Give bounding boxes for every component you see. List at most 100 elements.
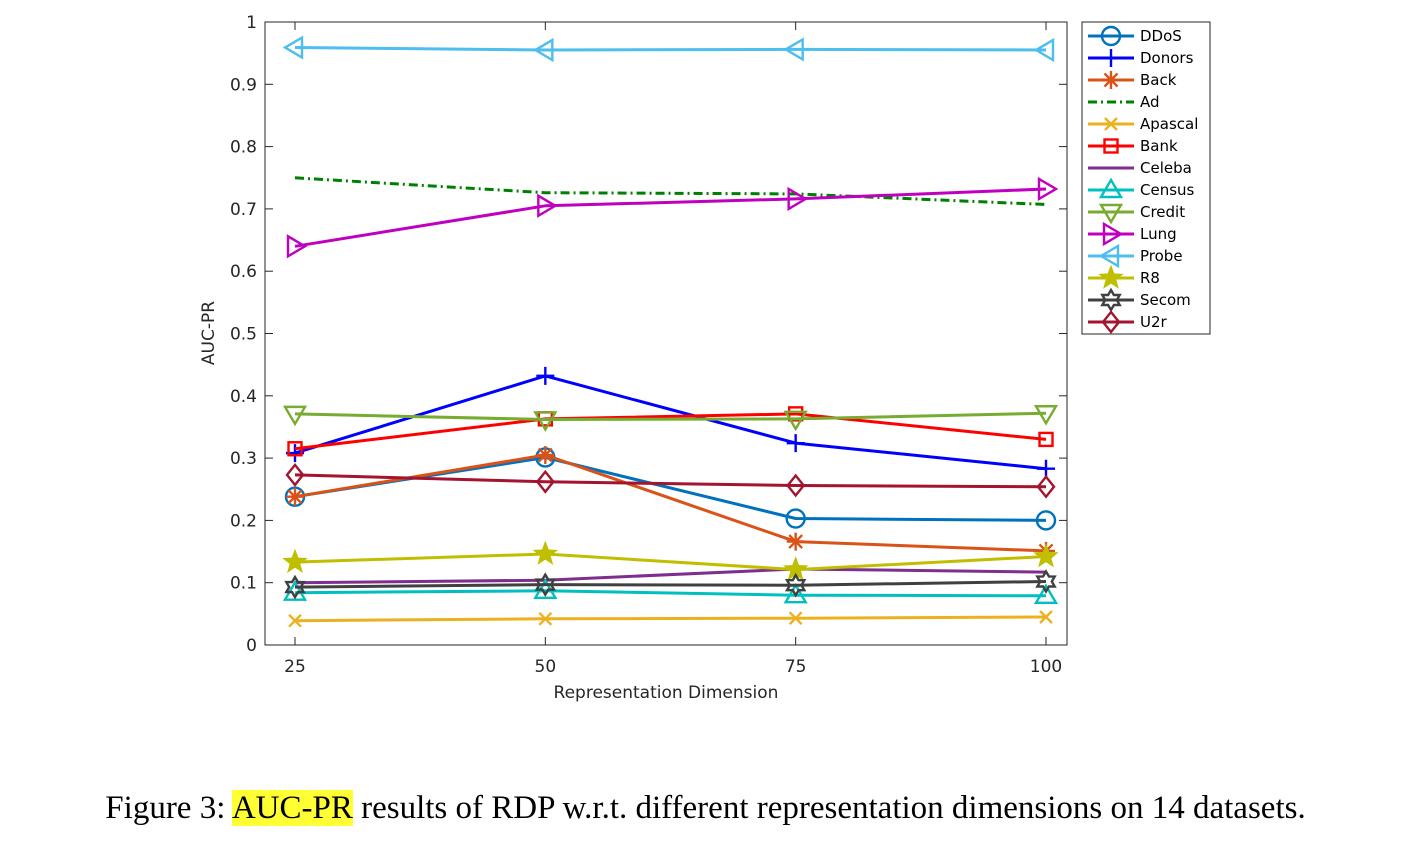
y-axis-label: AUC-PR — [199, 301, 219, 365]
legend-marker — [1102, 49, 1120, 67]
data-point-apascal — [288, 613, 302, 628]
data-point-u2r — [1036, 474, 1056, 499]
series-line-r8 — [294, 552, 1047, 572]
legend-label: R8 — [1140, 269, 1160, 287]
data-point-donors — [536, 366, 555, 385]
x-tick-label: 25 — [284, 657, 306, 677]
series-lung — [286, 176, 1059, 259]
series-probe — [282, 35, 1055, 63]
y-tick-label: 0.7 — [230, 200, 257, 220]
data-point-lung — [787, 186, 809, 212]
data-point-secom — [284, 574, 306, 600]
series-back — [286, 445, 1055, 560]
data-point-secom — [784, 572, 807, 598]
data-point-secom — [534, 572, 557, 597]
series-u2r — [285, 463, 1056, 499]
series-line-back — [294, 453, 1047, 553]
axes — [264, 21, 1068, 646]
legend-label: Back — [1140, 71, 1177, 89]
series-line-donors — [294, 374, 1047, 471]
legend-marker — [1101, 310, 1121, 334]
legend-marker — [1102, 221, 1124, 247]
legend-label: Apascal — [1140, 115, 1198, 133]
series-lines — [282, 35, 1059, 628]
x-tick-label: 100 — [1030, 657, 1062, 677]
series-line-ddos — [294, 456, 1047, 522]
figure-caption: Figure 3: AUC-PR results of RDP w.r.t. d… — [0, 790, 1411, 827]
legend-label: Probe — [1140, 247, 1183, 265]
legend-marker — [1103, 138, 1119, 154]
series-line-lung — [294, 187, 1047, 248]
legend-entry: Apascal — [1088, 115, 1198, 133]
legend-marker — [1098, 264, 1124, 289]
data-point-probe — [1033, 37, 1055, 63]
legend: DDoS Donors Back Ad Apascal Bank Celeba Census C… — [1081, 21, 1211, 335]
data-point-donors — [786, 434, 805, 453]
legend-marker — [1104, 117, 1118, 131]
data-point-apascal — [538, 611, 553, 626]
legend-entry: R8 — [1088, 264, 1160, 289]
data-point-back — [786, 532, 805, 551]
legend-entry: Ad — [1088, 93, 1160, 111]
data-point-credit — [282, 405, 308, 427]
y-tick-label: 0.6 — [230, 262, 257, 282]
data-point-ddos — [1035, 510, 1057, 531]
data-point-u2r — [786, 473, 806, 498]
data-point-lung — [537, 193, 558, 218]
legend-label: U2r — [1140, 313, 1168, 331]
caption-rest: results of RDP w.r.t. different represen… — [352, 790, 1306, 826]
data-point-bank — [1038, 431, 1054, 448]
legend-entry: Bank — [1088, 137, 1178, 155]
data-point-census — [1033, 583, 1059, 604]
legend-label: Ad — [1140, 93, 1160, 111]
legend-marker — [1098, 243, 1120, 269]
data-point-r8 — [532, 540, 559, 565]
series-apascal — [288, 610, 1053, 628]
legend-entry: Credit — [1088, 203, 1185, 225]
legend-label: Celeba — [1140, 159, 1192, 177]
y-tick-label: 0.8 — [230, 138, 257, 158]
data-point-r8 — [282, 548, 308, 573]
y-tick-label: 1 — [246, 13, 257, 33]
legend-label: Bank — [1140, 137, 1178, 155]
y-tick-label: 0.4 — [230, 387, 257, 407]
legend-entry: Census — [1088, 177, 1195, 199]
data-point-credit — [533, 411, 558, 432]
legend-label: Donors — [1140, 49, 1194, 67]
legend-label: Secom — [1140, 291, 1191, 309]
data-point-lung — [1037, 176, 1059, 202]
legend-entry: Secom — [1088, 287, 1191, 313]
data-point-probe — [783, 37, 804, 62]
data-point-apascal — [1039, 610, 1053, 624]
legend-entry: DDoS — [1088, 25, 1182, 47]
legend-label: Credit — [1140, 203, 1185, 221]
y-tick-label: 0.2 — [230, 511, 257, 531]
series-line-bank — [294, 412, 1047, 451]
caption-highlight: AUC-PR — [231, 790, 353, 826]
axis-ticks: 0 0.1 0.2 0.3 0.4 0.5 0.6 0.7 0.8 0.9 1 25 50 75 100 — [230, 13, 1067, 677]
series-r8 — [282, 540, 1059, 581]
series-line-celeba — [294, 567, 1047, 585]
series-line-secom — [294, 580, 1047, 589]
series-line-ad — [294, 176, 1047, 206]
y-tick-label: 0.1 — [230, 574, 257, 594]
y-tick-label: 0.3 — [230, 449, 257, 469]
data-point-u2r — [535, 469, 555, 494]
data-point-probe — [532, 37, 554, 63]
data-point-census — [783, 582, 808, 604]
series-ddos — [284, 447, 1057, 531]
data-point-apascal — [788, 611, 803, 626]
series-ad — [294, 176, 1047, 206]
legend-entry: Celeba — [1088, 159, 1192, 177]
data-point-probe — [282, 35, 304, 60]
legend-label: Lung — [1140, 225, 1177, 243]
x-tick-label: 50 — [535, 657, 557, 677]
legend-entry: Probe — [1088, 243, 1183, 269]
legend-marker — [1100, 287, 1122, 313]
legend-entry: Donors — [1088, 49, 1194, 67]
series-line-probe — [294, 46, 1047, 52]
legend-marker — [1098, 177, 1124, 199]
legend-marker — [1098, 203, 1124, 225]
series-line-credit — [294, 411, 1047, 421]
